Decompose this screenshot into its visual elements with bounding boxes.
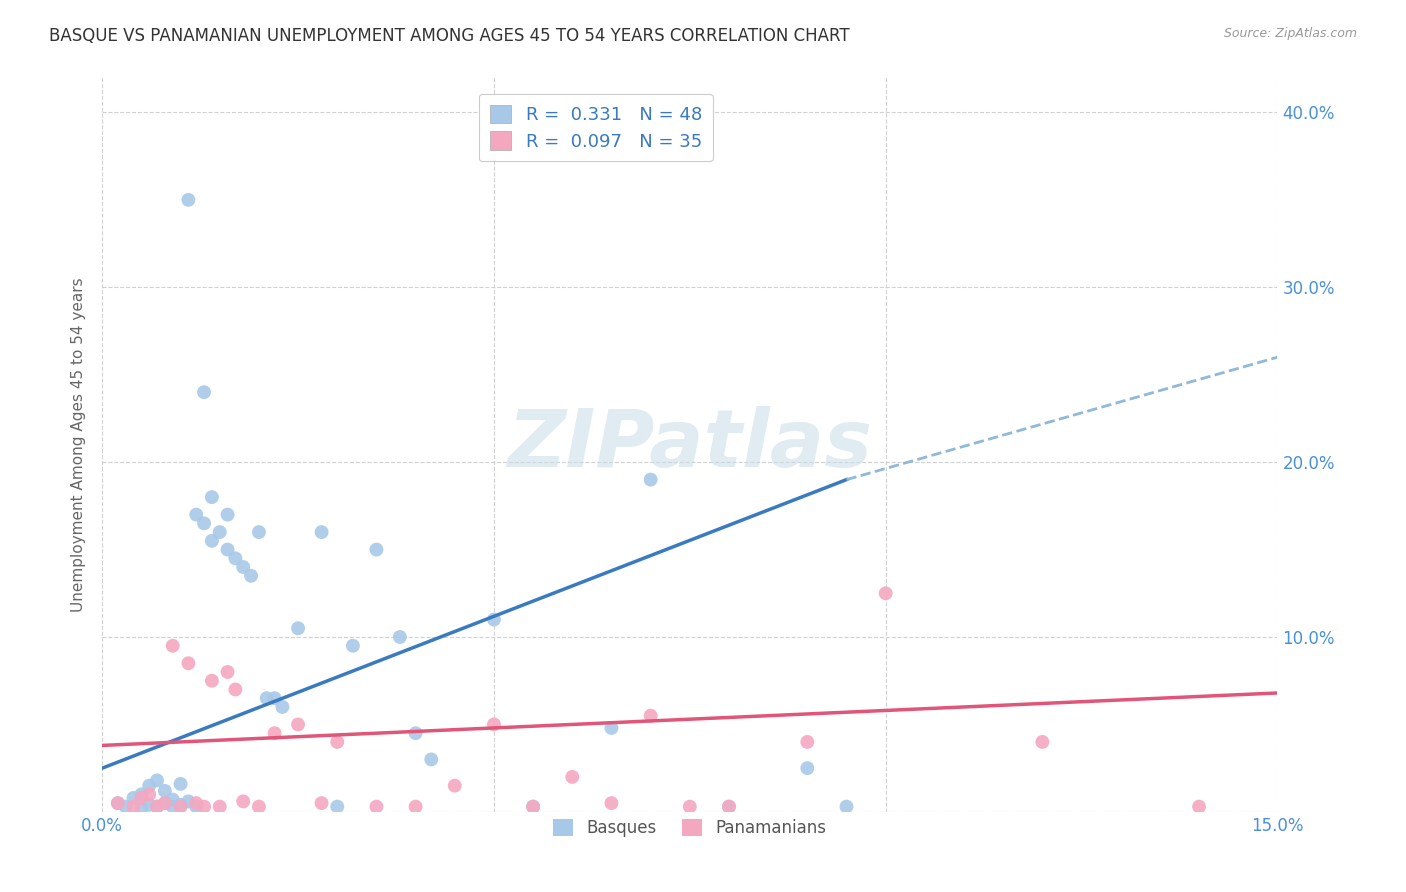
Point	[522, 799, 544, 814]
Point	[366, 799, 388, 814]
Point	[600, 796, 623, 810]
Point	[169, 777, 191, 791]
Point	[405, 726, 427, 740]
Point	[217, 665, 239, 679]
Point	[193, 799, 215, 814]
Point	[177, 193, 200, 207]
Point	[193, 385, 215, 400]
Point	[232, 794, 254, 808]
Point	[600, 721, 623, 735]
Point	[153, 784, 176, 798]
Point	[342, 639, 364, 653]
Point	[186, 508, 208, 522]
Point	[169, 799, 191, 814]
Point	[875, 586, 897, 600]
Point	[146, 799, 169, 814]
Point	[208, 799, 231, 814]
Point	[138, 788, 160, 802]
Point	[232, 560, 254, 574]
Point	[122, 790, 145, 805]
Point	[679, 799, 702, 814]
Point	[162, 792, 184, 806]
Point	[186, 799, 208, 814]
Point	[201, 673, 224, 688]
Point	[366, 542, 388, 557]
Point	[326, 799, 349, 814]
Point	[217, 508, 239, 522]
Point	[107, 796, 129, 810]
Point	[482, 717, 505, 731]
Point	[131, 801, 153, 815]
Point	[326, 735, 349, 749]
Point	[1031, 735, 1053, 749]
Point	[420, 752, 443, 766]
Point	[217, 542, 239, 557]
Point	[311, 796, 333, 810]
Point	[561, 770, 583, 784]
Point	[138, 779, 160, 793]
Point	[287, 621, 309, 635]
Point	[247, 525, 270, 540]
Point	[107, 796, 129, 810]
Point	[224, 551, 246, 566]
Point	[169, 797, 191, 812]
Point	[388, 630, 411, 644]
Point	[796, 761, 818, 775]
Point	[640, 708, 662, 723]
Point	[201, 490, 224, 504]
Point	[263, 726, 285, 740]
Point	[162, 639, 184, 653]
Point	[114, 799, 136, 814]
Point	[186, 796, 208, 810]
Point	[177, 657, 200, 671]
Point	[162, 799, 184, 814]
Point	[208, 525, 231, 540]
Point	[131, 790, 153, 805]
Point	[717, 799, 740, 814]
Point	[271, 700, 294, 714]
Text: BASQUE VS PANAMANIAN UNEMPLOYMENT AMONG AGES 45 TO 54 YEARS CORRELATION CHART: BASQUE VS PANAMANIAN UNEMPLOYMENT AMONG …	[49, 27, 849, 45]
Point	[122, 799, 145, 814]
Point	[201, 533, 224, 548]
Point	[640, 473, 662, 487]
Y-axis label: Unemployment Among Ages 45 to 54 years: Unemployment Among Ages 45 to 54 years	[72, 277, 86, 612]
Point	[146, 773, 169, 788]
Legend: Basques, Panamanians: Basques, Panamanians	[547, 813, 832, 844]
Point	[1188, 799, 1211, 814]
Point	[443, 779, 465, 793]
Point	[247, 799, 270, 814]
Point	[405, 799, 427, 814]
Point	[146, 799, 169, 814]
Point	[717, 799, 740, 814]
Point	[193, 516, 215, 531]
Point	[177, 794, 200, 808]
Point	[522, 799, 544, 814]
Point	[153, 796, 176, 810]
Point	[131, 788, 153, 802]
Point	[311, 525, 333, 540]
Point	[224, 682, 246, 697]
Point	[796, 735, 818, 749]
Point	[263, 691, 285, 706]
Point	[482, 613, 505, 627]
Point	[138, 797, 160, 812]
Text: Source: ZipAtlas.com: Source: ZipAtlas.com	[1223, 27, 1357, 40]
Point	[256, 691, 278, 706]
Point	[287, 717, 309, 731]
Text: ZIPatlas: ZIPatlas	[508, 406, 872, 483]
Point	[240, 569, 263, 583]
Point	[835, 799, 858, 814]
Point	[153, 796, 176, 810]
